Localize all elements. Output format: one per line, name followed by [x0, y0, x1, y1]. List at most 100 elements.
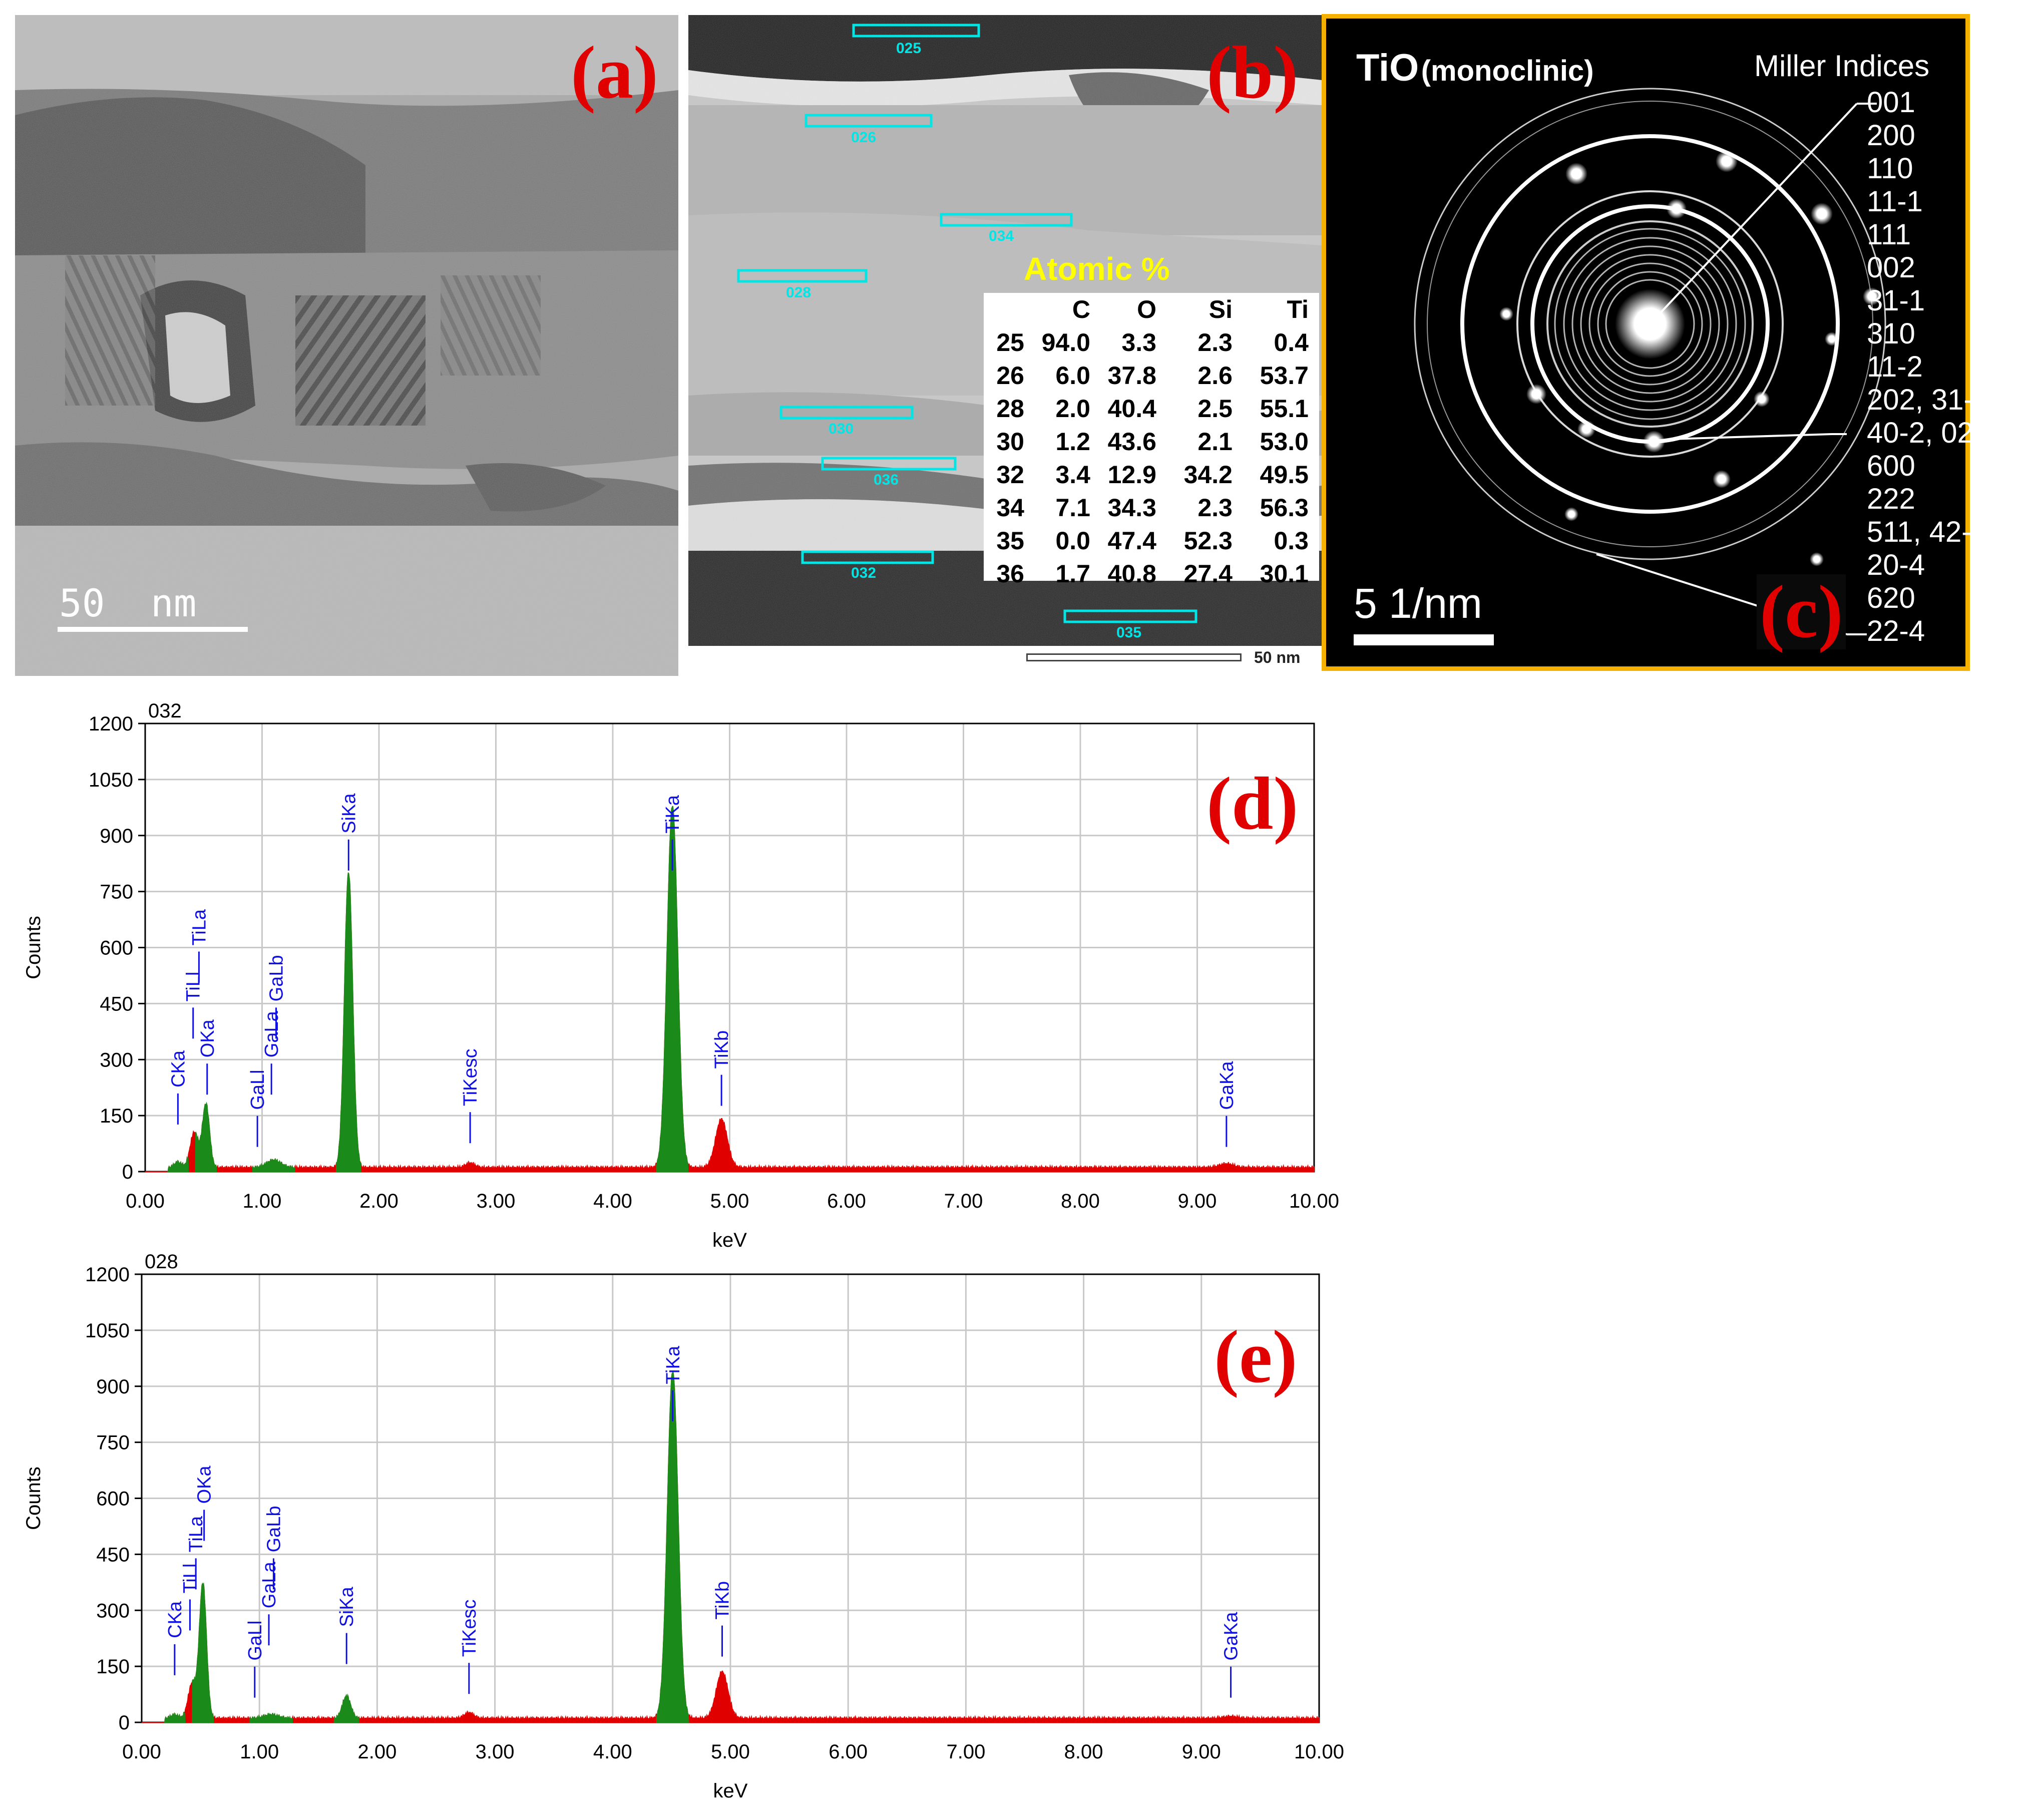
x-tick-label: 0.00: [126, 1190, 165, 1212]
table-header: O: [1137, 295, 1156, 323]
table-cell: 0.0: [1055, 527, 1090, 555]
eds-box-025[interactable]: [852, 24, 980, 38]
peak-label: CKa: [165, 1601, 186, 1638]
miller-index-list: 001 200 110 11-1 111 002 31-1 310 11-2 2…: [1867, 86, 1989, 648]
eds-box-label: 034: [989, 228, 1014, 244]
atomic-table-grid: C O Si Ti 25 94.0 3.3 2.3 0.4 26 6.0 37.8 2.6 53…: [984, 293, 1309, 590]
table-row: 25 94.0 3.3 2.3 0.4: [984, 326, 1309, 359]
peak-label: OKa: [194, 1466, 215, 1504]
eds-box-036[interactable]: [821, 457, 957, 471]
y-tick-label: 0: [119, 1712, 130, 1734]
panel-b-letter: (b): [1206, 31, 1299, 114]
x-tick-label: 0.00: [122, 1741, 161, 1763]
peak-label: TiKesc: [460, 1048, 481, 1106]
panel-c-scale-label: 5 1/nm: [1354, 580, 1482, 627]
eds-box-label: 025: [896, 40, 922, 57]
panel-a: 50 nm (a): [15, 15, 678, 676]
table-cell: 0.4: [1274, 328, 1309, 356]
eds-box-label: 026: [851, 129, 877, 146]
eds-box-035[interactable]: [1063, 609, 1197, 623]
peak-label: TiKesc: [459, 1599, 480, 1657]
table-cell: 36: [996, 560, 1024, 588]
eds-box-030[interactable]: [779, 406, 914, 420]
panel-c-title: TiO (monoclinic): [1356, 46, 1594, 90]
x-tick-label: 4.00: [593, 1190, 632, 1212]
table-cell: 55.1: [1260, 395, 1309, 423]
table-cell: 37.8: [1107, 361, 1156, 390]
y-axis-label: Counts: [23, 1467, 45, 1530]
y-tick-label: 750: [100, 881, 133, 903]
table-cell: 34: [996, 494, 1024, 522]
eds-box-label: 030: [829, 421, 854, 437]
table-row: 32 3.4 12.9 34.2 49.5: [984, 458, 1309, 491]
panel-b-scale-bar: [1026, 653, 1242, 661]
x-tick-label: 8.00: [1064, 1741, 1103, 1763]
x-tick-label: 9.00: [1178, 1190, 1217, 1212]
table-cell: 43.6: [1107, 428, 1156, 456]
table-cell: 40.4: [1107, 395, 1156, 423]
table-row: 26 6.0 37.8 2.6 53.7: [984, 359, 1309, 392]
miller-index: 22-4: [1867, 615, 1925, 647]
table-cell: 35: [996, 527, 1024, 555]
peak-label: TiLa: [189, 909, 210, 945]
spectrum-id: 028: [145, 1251, 178, 1273]
panel-d: 0.00 1.00 2.00 3.00 4.00 5.00 6.00 7.00 8.00 9.00…: [0, 696, 1352, 1252]
x-tick-label: 2.00: [359, 1190, 398, 1212]
peak-label: TiLl: [180, 1564, 201, 1594]
table-header: [984, 293, 1025, 326]
eds-spectrum-d: 0.00 1.00 2.00 3.00 4.00 5.00 6.00 7.00 8.00 9.00…: [23, 700, 1339, 1251]
x-tick-label: 6.00: [829, 1741, 868, 1763]
peak-label: SiKa: [338, 793, 359, 834]
eds-boxes: [737, 24, 1197, 623]
table-cell: 47.4: [1107, 527, 1156, 555]
eds-box-028[interactable]: [737, 269, 868, 283]
miller-index: 600: [1867, 450, 1915, 482]
miller-index: 111: [1867, 218, 1911, 251]
y-tick-label: 1200: [85, 1264, 130, 1286]
x-tick-label: 1.00: [240, 1741, 279, 1763]
miller-index: 310: [1867, 317, 1915, 350]
table-header: Si: [1208, 295, 1233, 323]
miller-index: 11-2: [1867, 350, 1923, 383]
table-cell: 34.2: [1183, 461, 1233, 489]
eds-box-034[interactable]: [940, 213, 1073, 227]
x-tick-label: 7.00: [944, 1190, 983, 1212]
y-tick-label: 1050: [85, 1320, 130, 1342]
x-tick-label: 7.00: [946, 1741, 985, 1763]
miller-index: 001: [1867, 86, 1915, 119]
y-tick-label: 750: [96, 1432, 130, 1454]
peak-label: GaLl: [247, 1069, 268, 1110]
y-tick-label: 900: [96, 1376, 130, 1398]
panel-e: 0.00 1.00 2.00 3.00 4.00 5.00 6.00 7.00 8.00 9.00…: [0, 1249, 1352, 1815]
table-cell: 2.0: [1055, 395, 1090, 423]
atomic-table-header: C O Si Ti: [984, 293, 1309, 326]
y-tick-label: 450: [100, 993, 133, 1015]
table-cell: 56.3: [1260, 494, 1309, 522]
x-tick-label: 4.00: [593, 1741, 632, 1763]
table-cell: 49.5: [1260, 461, 1309, 489]
y-tick-label: 1200: [89, 713, 133, 735]
peak-label: GaKa: [1216, 1061, 1238, 1110]
peak-label: CKa: [168, 1050, 189, 1087]
x-tick-label: 3.00: [476, 1741, 515, 1763]
y-axis-label: Counts: [23, 916, 45, 979]
panel-d-letter: (d): [1206, 762, 1299, 845]
peak-label: GaLa: [259, 1561, 280, 1608]
miller-index: 222: [1867, 483, 1915, 515]
peak-label: GaKa: [1221, 1612, 1242, 1661]
miller-index: 110: [1867, 152, 1913, 185]
diffraction-spots: [1499, 150, 1881, 566]
eds-box-032[interactable]: [801, 550, 934, 564]
table-cell: 53.7: [1260, 361, 1309, 390]
table-cell: 1.2: [1055, 428, 1090, 456]
x-tick-label: 8.00: [1061, 1190, 1100, 1212]
eds-box-label: 032: [851, 565, 877, 581]
table-row: 35 0.0 47.4 52.3 0.3: [984, 524, 1309, 557]
eds-box-026[interactable]: [804, 114, 933, 128]
miller-index: 002: [1867, 251, 1915, 284]
x-tick-label: 5.00: [711, 1741, 750, 1763]
table-row: 36 1.7 40.8 27.4 30.1: [984, 557, 1309, 590]
table-cell: 53.0: [1260, 428, 1309, 456]
y-tick-label: 150: [100, 1105, 133, 1127]
panel-c: TiO (monoclinic) Miller Indices 001 200 …: [1322, 14, 1989, 671]
